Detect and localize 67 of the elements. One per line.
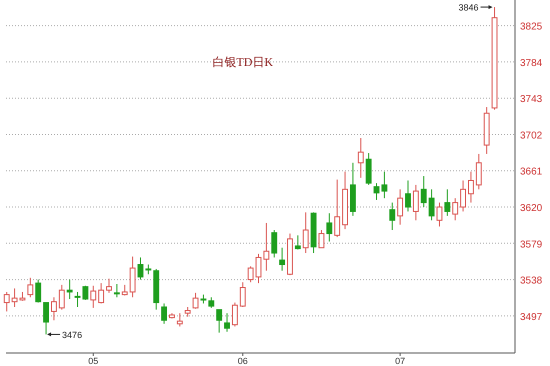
candlestick — [397, 188, 404, 226]
candlestick — [50, 296, 57, 321]
y-tick-label: 3784 — [520, 58, 543, 69]
x-tick-label: 06 — [238, 356, 248, 366]
candlestick — [334, 179, 340, 238]
candlestick — [405, 180, 411, 212]
y-tick-label: 3497 — [520, 312, 543, 323]
candlestick — [420, 176, 427, 208]
candlestick — [82, 285, 88, 300]
candlestick — [224, 312, 230, 332]
candlestick — [138, 256, 144, 280]
candlestick — [176, 312, 183, 327]
annotation: 3846 — [458, 2, 479, 13]
candlestick — [302, 212, 309, 254]
candlestick — [366, 152, 372, 186]
candlestick — [476, 153, 482, 190]
y-tick-label: 3579 — [520, 239, 543, 250]
candlestick — [58, 284, 65, 310]
y-tick-label: 3661 — [520, 166, 543, 178]
candlestick — [216, 309, 222, 334]
candlestick — [192, 292, 198, 310]
candlestick — [460, 180, 466, 212]
y-tick-label: 3825 — [520, 22, 543, 33]
x-tick-label: 05 — [88, 356, 98, 366]
y-tick-label: 3620 — [520, 203, 543, 214]
candlestick — [389, 202, 396, 231]
candlestick — [232, 302, 238, 327]
candlestick — [263, 222, 270, 272]
candlestick — [468, 171, 474, 204]
candlestick — [74, 291, 80, 308]
candlestick — [98, 282, 104, 304]
candlestick — [326, 212, 332, 242]
candlestick — [130, 256, 136, 298]
candlestick — [161, 302, 168, 324]
candlestick — [114, 283, 120, 298]
candlestick — [35, 279, 42, 304]
candlestick — [12, 288, 18, 308]
candlestick — [279, 247, 286, 272]
x-tick-label: 07 — [395, 356, 406, 366]
candlestick — [66, 279, 73, 300]
candlestick — [374, 182, 380, 200]
text: 白银TD日K — [212, 55, 274, 69]
candlestick — [318, 230, 324, 248]
candlestick — [106, 278, 112, 294]
candlestick — [271, 230, 278, 258]
candlestick — [358, 138, 364, 178]
candlestick — [248, 266, 254, 283]
candlestick — [145, 264, 152, 275]
candlestick — [208, 296, 214, 308]
candlestick — [412, 184, 419, 221]
candlestick — [27, 277, 34, 298]
candlestick — [4, 291, 10, 312]
candlestick — [444, 188, 450, 216]
candlestick — [184, 306, 191, 318]
candlestick — [428, 188, 435, 221]
y-tick-label: 3702 — [520, 130, 543, 142]
y-tick-label: 3538 — [520, 276, 543, 287]
candlestick — [122, 284, 128, 296]
candlestick — [381, 171, 388, 199]
candlestick — [436, 202, 442, 227]
candlestick — [90, 285, 96, 308]
candlestick — [240, 282, 246, 308]
annotation: 3476 — [62, 330, 82, 340]
candlestick — [452, 198, 458, 221]
candlestick — [294, 234, 301, 250]
candlestick — [256, 253, 262, 284]
y-tick-label: 3743 — [520, 94, 543, 106]
